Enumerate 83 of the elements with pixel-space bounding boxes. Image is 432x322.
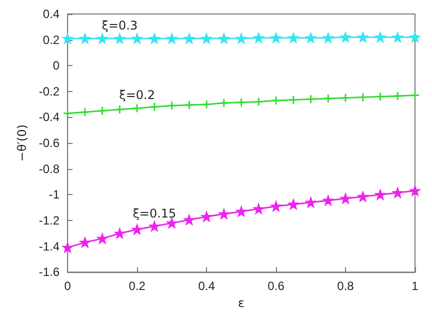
y-axis-title: −θ′(0) — [15, 124, 29, 162]
y-tick-label: -0.4 — [38, 110, 60, 124]
point — [376, 190, 386, 200]
y-tick-label: -1.2 — [38, 213, 60, 228]
point — [184, 215, 194, 225]
point — [167, 34, 177, 44]
point — [62, 242, 72, 252]
point — [98, 234, 108, 244]
point — [254, 33, 264, 43]
y-tick-label: -0.2 — [38, 84, 60, 98]
point — [98, 34, 108, 44]
point — [132, 224, 142, 234]
y-tick-label: 0.2 — [42, 32, 60, 47]
y-tick-label: -1.6 — [38, 265, 60, 280]
point — [219, 34, 229, 44]
point — [376, 32, 386, 42]
point — [202, 212, 212, 222]
x-tick-label: 1 — [412, 279, 419, 294]
y-tick-label: -0.6 — [38, 136, 60, 150]
point — [150, 34, 160, 44]
point — [184, 34, 194, 44]
x-axis-title: ε — [238, 296, 245, 310]
point — [254, 204, 264, 214]
point — [358, 32, 368, 42]
point — [114, 104, 124, 114]
point — [167, 100, 177, 110]
y-tick-label: -1 — [48, 188, 60, 202]
x-tick-label: 0.6 — [268, 279, 285, 294]
point — [340, 32, 350, 42]
point — [340, 194, 350, 204]
annotation: ξ=0.2 — [119, 88, 155, 102]
point — [288, 33, 298, 43]
point — [271, 96, 281, 106]
point — [323, 33, 333, 43]
x-tick-label: 0.2 — [128, 279, 146, 294]
point — [236, 98, 246, 108]
y-tick-label: 0 — [52, 58, 60, 73]
point — [62, 108, 72, 118]
point — [80, 107, 90, 117]
point — [150, 222, 160, 232]
point — [376, 92, 386, 102]
point — [184, 100, 194, 110]
point — [236, 206, 246, 216]
annotation: ξ=0.3 — [102, 18, 138, 33]
point — [219, 209, 229, 219]
point — [323, 94, 333, 104]
point — [410, 186, 420, 196]
point — [358, 92, 368, 102]
point — [306, 198, 316, 208]
point — [132, 34, 142, 44]
point — [392, 32, 402, 42]
point — [323, 196, 333, 206]
point — [150, 102, 160, 112]
point — [410, 90, 420, 100]
point — [254, 97, 264, 107]
point — [202, 100, 212, 110]
point — [80, 34, 90, 44]
point — [392, 188, 402, 198]
y-tick-label: -1.4 — [38, 239, 60, 254]
point — [288, 200, 298, 210]
y-tick-label: 0.4 — [42, 7, 60, 21]
point — [340, 93, 350, 103]
point — [219, 98, 229, 108]
y-tick-label: -0.8 — [38, 162, 60, 176]
point — [114, 228, 124, 238]
point — [132, 103, 142, 113]
point — [410, 32, 420, 42]
annotation: ξ=0.15 — [132, 206, 176, 220]
point — [288, 95, 298, 105]
point — [306, 94, 316, 104]
point — [271, 33, 281, 43]
point — [80, 238, 90, 248]
point — [114, 34, 124, 44]
point — [392, 91, 402, 101]
point — [236, 34, 246, 44]
x-tick-label: 0 — [64, 279, 72, 294]
x-tick-label: 0.4 — [198, 279, 216, 294]
point — [202, 34, 212, 44]
point — [358, 192, 368, 202]
point — [306, 33, 316, 43]
x-tick-label: 0.8 — [337, 279, 354, 294]
point — [98, 106, 108, 116]
point — [62, 34, 72, 44]
